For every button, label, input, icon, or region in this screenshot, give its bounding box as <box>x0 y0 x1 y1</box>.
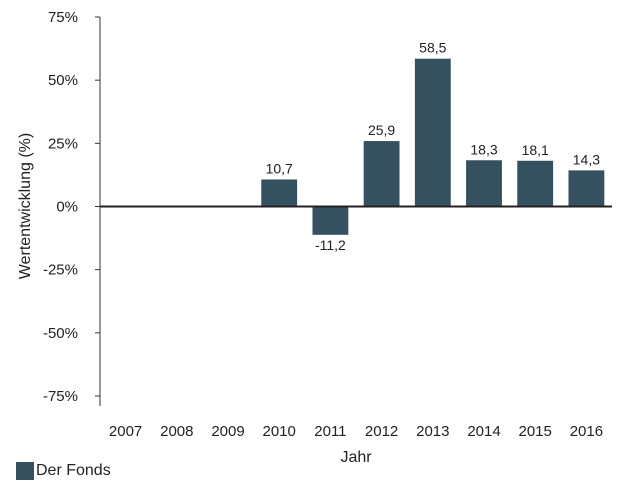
bar-chart: 75% 50% 25% 0% -25% -50% -75% 10,7 -11,2 25,9 58,… <box>17 9 612 462</box>
x-tick-label: 2007 <box>109 423 142 440</box>
x-tick-label: 2010 <box>263 423 296 440</box>
bar-2012 <box>363 141 400 207</box>
bars: 10,7 -11,2 25,9 58,5 18,3 18,1 14,3 <box>261 40 605 253</box>
x-tick-label: 2016 <box>570 423 603 440</box>
y-tick-label: -75% <box>43 388 78 405</box>
data-label-2012: 25,9 <box>368 122 395 138</box>
x-tick-label: 2014 <box>467 423 500 440</box>
bar-2010 <box>261 179 298 207</box>
y-tick-label: 50% <box>48 72 78 89</box>
y-tick-label: 25% <box>48 135 78 152</box>
x-tick-label: 2013 <box>416 423 449 440</box>
data-label-2011: -11,2 <box>315 237 346 253</box>
y-tick-label: 0% <box>56 199 78 216</box>
data-label-2010: 10,7 <box>266 160 293 176</box>
x-tick-label: 2009 <box>211 423 244 440</box>
x-tick-label: 2008 <box>160 423 193 440</box>
x-tick-label: 2012 <box>365 423 398 440</box>
data-label-2015: 18,1 <box>522 142 549 158</box>
bar-2014 <box>466 160 502 207</box>
legend-swatch <box>16 462 34 480</box>
legend: Der Fonds <box>16 462 111 480</box>
legend-label: Der Fonds <box>36 462 111 479</box>
data-label-2014: 18,3 <box>470 141 497 157</box>
bar-2015 <box>517 160 554 207</box>
data-label-2013: 58,5 <box>419 40 446 56</box>
x-axis-title: Jahr <box>340 449 372 462</box>
bar-2016 <box>568 170 605 207</box>
x-tick-label: 2015 <box>519 423 552 440</box>
bar-2011 <box>312 206 349 235</box>
y-axis: 75% 50% 25% 0% -25% -50% -75% <box>43 9 101 406</box>
y-tick-label: -50% <box>43 325 78 342</box>
x-tick-label: 2011 <box>314 423 346 440</box>
y-tick-label: -25% <box>43 262 78 279</box>
y-axis-title: Wertentwicklung (%) <box>17 133 34 279</box>
y-tick-label: 75% <box>48 9 78 26</box>
bar-2013 <box>414 58 451 207</box>
data-label-2016: 14,3 <box>573 151 600 167</box>
x-axis: 2007 2008 2009 2010 2011 2012 2013 2014 2015 2016 <box>100 205 612 440</box>
